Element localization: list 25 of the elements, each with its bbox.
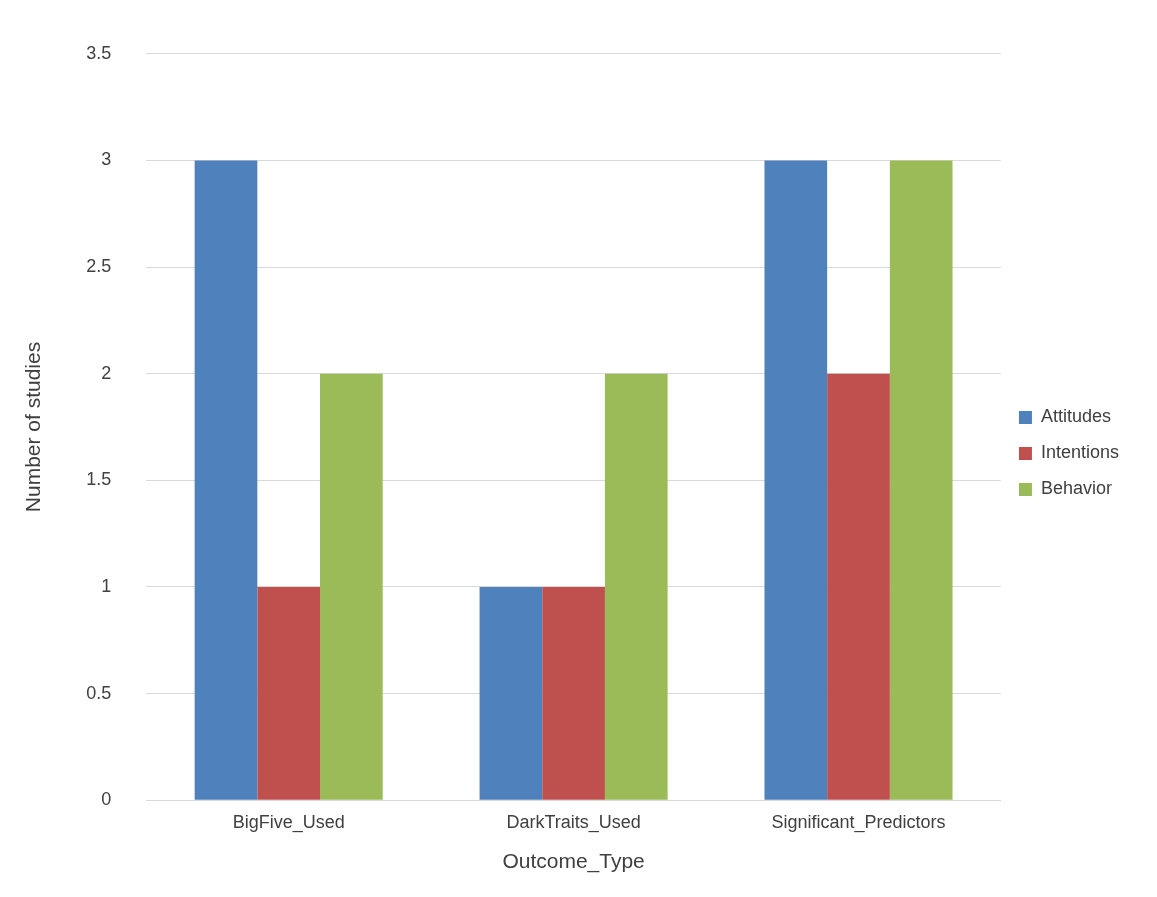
y-tick-label: 2.5 (86, 256, 112, 277)
y-tick-label: 3.5 (86, 42, 112, 63)
x-tick-label: BigFive_Used (232, 811, 345, 833)
bar (764, 160, 828, 800)
bar (194, 160, 258, 800)
y-tick-label: 1.5 (86, 469, 112, 490)
y-tick-label: 0 (101, 789, 112, 810)
bar (257, 586, 321, 800)
y-tick-label: 1 (101, 575, 112, 596)
bar (827, 373, 890, 800)
y-axis-title: Number of studies (21, 341, 45, 513)
y-tick-label: 3 (101, 149, 112, 170)
bar (479, 586, 543, 800)
x-axis-title: Outcome_Type (502, 849, 645, 874)
x-tick-label: Significant_Predictors (771, 811, 946, 833)
legend-label: Intentions (1040, 442, 1120, 463)
bar (542, 586, 605, 800)
bar (889, 160, 953, 800)
y-tick-label: 0.5 (86, 682, 112, 703)
x-tick-label: DarkTraits_Used (506, 811, 641, 833)
y-tick-label: 2 (101, 362, 112, 383)
legend-label: Behavior (1040, 478, 1112, 499)
bar (604, 373, 668, 800)
bar (320, 373, 383, 800)
legend-label: Attitudes (1040, 406, 1111, 427)
